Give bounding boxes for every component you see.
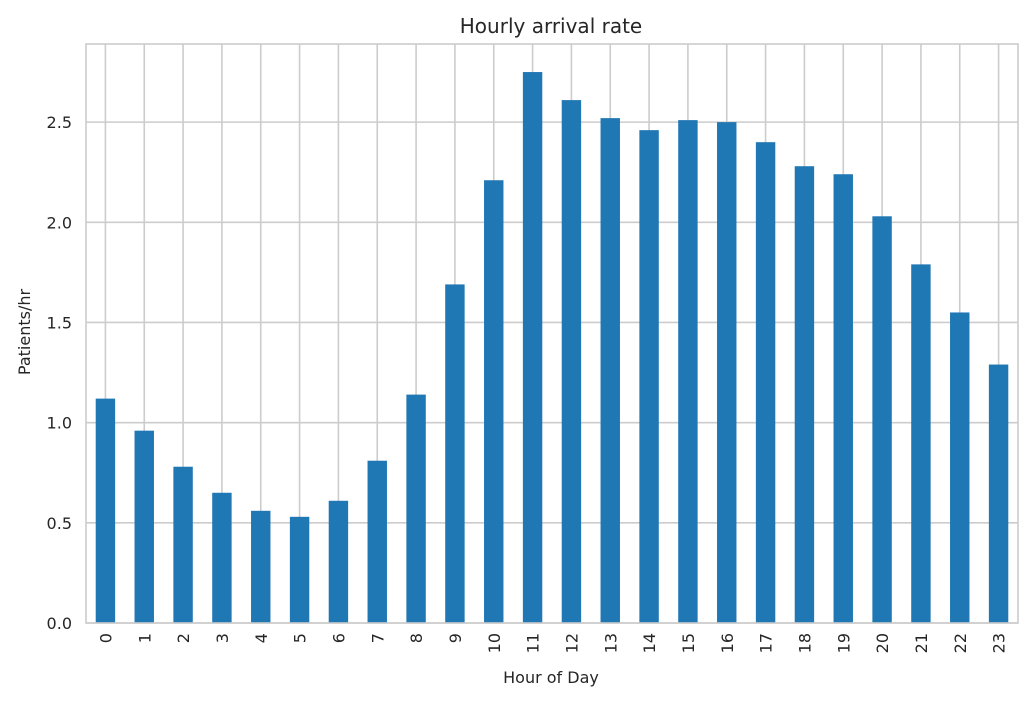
bar-hour-6 bbox=[328, 500, 349, 623]
y-tick-labels: 0.0 0.5 1.0 1.5 2.0 2.5 bbox=[47, 113, 72, 633]
x-tick-label: 16 bbox=[718, 633, 737, 653]
x-axis-label: Hour of Day bbox=[503, 668, 599, 687]
bar-hour-16 bbox=[717, 122, 737, 623]
bar-hour-9 bbox=[445, 284, 465, 623]
bar-hour-20 bbox=[872, 216, 892, 623]
x-tick-label: 12 bbox=[562, 633, 581, 653]
bar-hour-17 bbox=[755, 142, 776, 623]
y-tick-label: 1.0 bbox=[47, 414, 72, 433]
x-tick-label: 1 bbox=[135, 633, 154, 643]
x-tick-label: 0 bbox=[96, 633, 115, 643]
x-tick-label: 8 bbox=[407, 633, 426, 643]
y-tick-label: 2.0 bbox=[47, 213, 72, 232]
bar-hour-12 bbox=[561, 100, 582, 624]
bar-hour-13 bbox=[600, 118, 620, 624]
bar-hour-2 bbox=[173, 466, 193, 623]
bar-hour-10 bbox=[484, 180, 504, 623]
bar-hour-14 bbox=[639, 130, 659, 623]
chart-title: Hourly arrival rate bbox=[460, 14, 642, 38]
bar-hour-23 bbox=[988, 364, 1009, 623]
y-tick-label: 2.5 bbox=[47, 113, 72, 132]
x-tick-label: 15 bbox=[679, 633, 698, 653]
bar-hour-19 bbox=[833, 174, 853, 623]
x-tick-label: 21 bbox=[912, 633, 931, 653]
bars bbox=[95, 72, 1009, 624]
x-tick-label: 20 bbox=[873, 633, 892, 653]
x-tick-label: 22 bbox=[951, 633, 970, 653]
bar-hour-1 bbox=[134, 430, 154, 623]
x-tick-label: 7 bbox=[368, 633, 387, 643]
x-tick-label: 2 bbox=[174, 633, 193, 643]
x-tick-label: 3 bbox=[213, 633, 232, 643]
x-tick-labels: 0 1 2 3 4 5 6 7 8 9 10 11 12 13 14 15 16 17 18 19 20 21 22 23 bbox=[96, 633, 1008, 653]
x-tick-label: 9 bbox=[446, 633, 465, 643]
x-tick-label: 19 bbox=[834, 633, 853, 653]
x-tick-label: 23 bbox=[990, 633, 1009, 653]
y-tick-label: 0.5 bbox=[47, 514, 72, 533]
bar-hour-11 bbox=[522, 72, 543, 623]
x-tick-label: 13 bbox=[601, 633, 620, 653]
bar-hour-18 bbox=[794, 166, 815, 624]
bar-hour-22 bbox=[950, 312, 970, 623]
plot-frame bbox=[85, 43, 1019, 624]
x-tick-label: 5 bbox=[291, 633, 310, 643]
y-axis-label: Patients/hr bbox=[15, 289, 34, 376]
bar-hour-21 bbox=[911, 264, 931, 623]
x-tick-label: 6 bbox=[329, 633, 348, 643]
x-tick-label: 11 bbox=[524, 633, 543, 653]
bar-hour-8 bbox=[406, 394, 426, 623]
x-tick-label: 10 bbox=[485, 633, 504, 653]
bar-hour-7 bbox=[367, 460, 387, 623]
x-tick-label: 14 bbox=[640, 633, 659, 653]
y-tick-label: 0.0 bbox=[47, 614, 72, 633]
bar-hour-0 bbox=[95, 398, 116, 623]
x-tick-label: 4 bbox=[252, 633, 271, 643]
bar-hour-15 bbox=[678, 120, 698, 624]
bar-hour-3 bbox=[212, 492, 232, 623]
bar-hour-4 bbox=[251, 510, 271, 623]
x-tick-label: 17 bbox=[757, 633, 776, 653]
x-tick-label: 18 bbox=[795, 633, 814, 653]
y-tick-label: 1.5 bbox=[47, 313, 72, 332]
bar-hour-5 bbox=[289, 516, 310, 623]
